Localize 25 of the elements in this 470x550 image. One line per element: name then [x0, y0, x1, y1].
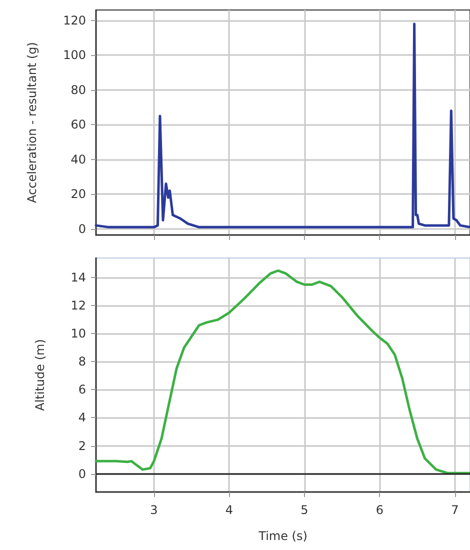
y-axis-title: Acceleration - resultant (g)	[25, 42, 39, 203]
x-tick-label: 7	[451, 503, 459, 517]
y-tick-label: 12	[70, 298, 86, 313]
line-series	[94, 22, 470, 228]
y-tick-label: 0	[78, 222, 86, 236]
y-tick-label: 60	[70, 118, 86, 132]
x-tick-label: 6	[376, 503, 384, 517]
y-tick-label: 2	[78, 438, 86, 453]
y-tick-label: 20	[70, 187, 86, 202]
y-tick-label: 10	[70, 326, 86, 341]
y-axis-title: Altitude (m)	[33, 339, 47, 411]
y-tick-label: 0	[78, 466, 86, 481]
y-tick-label: 4	[78, 410, 86, 425]
y-tick-label: 120	[63, 13, 86, 28]
y-tick-label: 80	[70, 82, 86, 97]
x-tick-label: 3	[150, 503, 158, 517]
x-tick-label: 4	[225, 503, 234, 517]
y-tick-label: 100	[63, 48, 86, 62]
line-series	[94, 269, 470, 474]
x-axis-title: Time (s)	[258, 529, 308, 543]
y-tick-label: 40	[70, 152, 86, 166]
x-tick-label: 5	[300, 503, 308, 517]
y-tick-label: 14	[70, 270, 86, 285]
y-tick-label: 8	[78, 354, 86, 369]
y-tick-label: 6	[78, 382, 86, 397]
